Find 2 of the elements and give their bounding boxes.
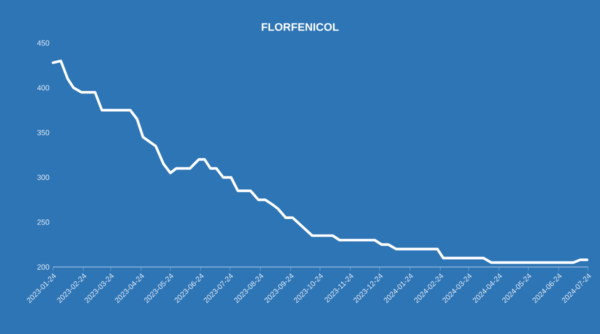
line-series xyxy=(52,60,588,264)
chart-title: FLORFENICOL xyxy=(262,23,339,31)
